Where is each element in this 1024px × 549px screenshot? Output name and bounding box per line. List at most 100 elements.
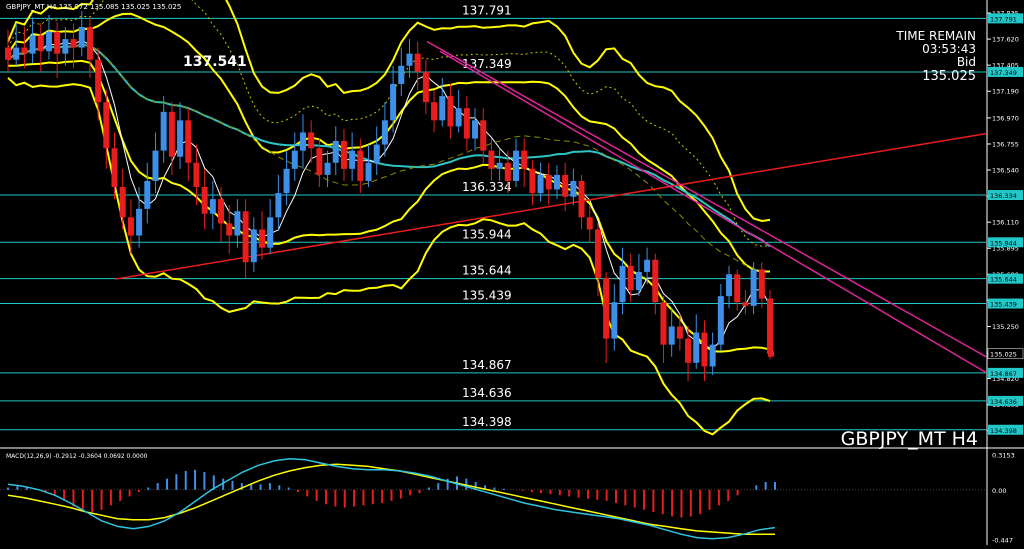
moving-average-mid [7,44,771,280]
candle-body [414,53,421,72]
candle-body [619,265,626,303]
candle-body [250,229,257,263]
candle-body [144,180,151,209]
resistance-trend-line-lower [439,50,987,374]
candle-body [324,162,331,175]
candle-body [259,229,265,248]
candle-body [267,217,274,248]
candle-body [513,150,519,181]
moving-average-short [7,39,771,350]
symbol-watermark: GBPJPY_MT H4 [841,428,978,450]
time-remain-value: 03:53:43 [922,42,976,56]
candle-body [234,211,241,236]
candle-body [177,120,184,157]
y-tick-label: 137.405 [992,62,1019,70]
current-price-tag-label: 135.025 [990,351,1017,359]
level-axis-tag [988,424,1023,435]
candle-body [545,174,552,190]
candle-body [463,108,470,139]
candle-body [168,111,175,157]
candle-body [365,162,372,181]
price-axis: 137.835137.620137.405137.190136.970136.7… [768,0,1024,545]
candle-body [594,229,601,278]
level-axis-tag [988,395,1023,406]
level-axis-tag-label: 134.636 [990,398,1017,406]
candle-body [644,259,651,272]
candle-body [750,269,757,306]
candle-body [529,168,536,194]
y-tick-label: 137.620 [992,36,1019,44]
level-axis-tag [988,237,1023,248]
y-tick-label: 136.540 [992,167,1019,175]
y-tick-label: 137.190 [992,88,1019,96]
level-axis-tag [988,367,1023,378]
level-axis-tag-label: 134.398 [990,427,1017,435]
candle-body [709,344,716,367]
candle-body [537,174,544,194]
candle-body [562,174,569,197]
candle-body [127,217,134,236]
candle-body [734,274,741,303]
bollinger-lower-inner [8,59,771,353]
candle-body [504,162,511,181]
candle-body [758,269,765,299]
trend-lines-layer [114,40,987,374]
candle-body [701,332,708,367]
macd-y-tick-label: 0.3153 [992,452,1015,460]
candle-body [283,168,290,194]
macd-main-line [7,457,776,540]
candle-body [291,150,298,169]
candle-body [717,296,724,345]
candle-body [340,140,347,169]
y-tick-label: 136.110 [992,219,1019,227]
level-label: 135.644 [462,264,512,278]
candle-body [152,150,159,181]
candle-body [455,108,462,127]
level-axis-tag-label: 136.334 [990,192,1017,200]
level-label: 134.867 [462,358,512,372]
candle-body [275,193,282,218]
bollinger-lower-outer [7,77,771,436]
macd-y-tick-label: 0.00 [992,487,1006,495]
symbol-info: GBPJPY_MT,H4 135.072 135.085 135.025 135… [6,3,181,11]
candle-body [398,65,405,84]
candle-body [390,83,397,121]
candle-body [13,47,20,60]
candle-body [611,302,618,339]
level-label: 134.636 [462,386,512,400]
candle-body [54,31,61,54]
candle-body [685,338,692,363]
level-axis-tag [988,13,1023,24]
y-tick-label: 136.755 [992,140,1019,148]
candle-body [218,199,225,224]
level-label: 134.398 [462,415,512,429]
candle-body [635,271,642,291]
candle-body [742,302,749,306]
candle-body [627,265,634,291]
candle-body [242,211,249,263]
candle-body [201,187,208,214]
candle-body [29,35,36,54]
resistance-trend-line-upper [426,40,987,358]
candle-body [652,259,659,303]
candle-body [185,120,192,163]
level-label: 137.791 [462,3,512,17]
level-axis-tag-label: 135.439 [990,301,1017,309]
candle-body [447,96,454,127]
y-tick-label: 135.250 [992,323,1019,331]
candle-body [37,35,44,52]
current-price-tag [987,348,1024,359]
candle-body [78,26,85,48]
candle-body [553,174,560,190]
candle-body [70,39,77,48]
candle-body [726,274,733,297]
level-axis-tag-label: 135.644 [990,276,1017,284]
level-label: 136.334 [462,180,512,194]
level-axis-tag [988,66,1023,77]
macd-panel: 0.3153 0.00 -0.447 [0,447,1024,544]
candle-body [45,31,52,52]
bid-label: Bid [957,55,976,69]
candle-body [5,47,11,60]
